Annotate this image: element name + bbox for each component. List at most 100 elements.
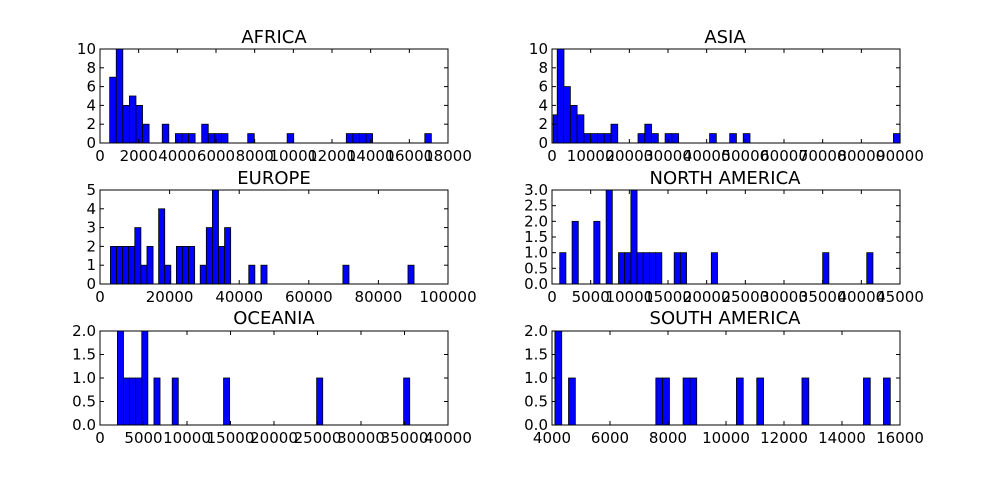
histogram-bar: [181, 133, 189, 144]
x-tick-label: 80000: [837, 147, 885, 165]
y-tick-label: 0.0: [524, 416, 548, 434]
x-tick-label: 0: [95, 147, 105, 165]
histogram-bar: [260, 264, 268, 285]
histogram-bar: [822, 252, 830, 285]
histogram-bar: [424, 133, 432, 144]
histogram-bar: [689, 377, 698, 426]
histogram-bar: [153, 377, 161, 426]
histogram-bar: [729, 133, 737, 144]
histogram-bar: [583, 133, 592, 144]
histogram-bar: [801, 377, 810, 426]
y-tick-label: 1.0: [524, 369, 548, 387]
subplot-oceania: OCEANIA 0 5000 100001500020000250003000035…: [72, 308, 472, 447]
y-tick-label: 1.5: [524, 346, 548, 364]
x-tick-label: 30000: [337, 429, 385, 447]
axes-frame: [99, 189, 449, 285]
x-tick-label: 14000: [818, 429, 866, 447]
y-tick-label: 1: [86, 256, 96, 274]
x-tick-label: 90000: [876, 147, 924, 165]
histogram-bar: [117, 330, 124, 426]
y-tick-label: 0.5: [524, 393, 548, 411]
histogram-bar: [624, 252, 632, 285]
x-tick-label: 40000: [215, 288, 263, 306]
y-tick-label: 0.0: [524, 275, 548, 293]
histogram-bar: [671, 133, 680, 144]
histogram-bar: [122, 105, 130, 144]
x-tick-label: 20000: [683, 288, 731, 306]
y-tick-label: 0.0: [72, 416, 96, 434]
histogram-bar: [673, 252, 681, 285]
x-tick-label: 40000: [683, 147, 731, 165]
y-tick-label: 4: [538, 96, 548, 114]
histogram-bar: [342, 264, 350, 285]
histogram-bar: [756, 377, 764, 426]
histogram-bar: [199, 264, 207, 285]
histogram-bar: [140, 264, 148, 285]
histogram-bar: [110, 245, 117, 285]
subplot-title: SOUTH AMERICA: [650, 308, 802, 329]
y-tick-label: 1.0: [524, 244, 548, 262]
histogram-bar: [893, 133, 901, 144]
subplot-title: NORTH AMERICA: [650, 168, 802, 189]
histogram-bar: [182, 245, 189, 285]
x-tick-label: 30000: [644, 147, 692, 165]
histogram-bar: [710, 252, 718, 285]
subplot-title: AFRICA: [241, 27, 307, 48]
histogram-bar: [171, 377, 179, 426]
histogram-bar: [201, 123, 209, 144]
x-tick-label: 20000: [250, 429, 298, 447]
x-tick-label: 12000: [760, 429, 808, 447]
histogram-bar: [642, 252, 650, 285]
histogram-bar: [736, 377, 744, 426]
x-tick-label: 6000: [197, 147, 235, 165]
y-tick-label: 2.5: [524, 197, 548, 215]
x-tick-label: 35000: [381, 429, 429, 447]
y-tick-label: 0: [86, 275, 96, 293]
subplot-title: OCEANIA: [233, 308, 315, 329]
histogram-bar: [365, 133, 373, 144]
histogram-bar: [576, 114, 585, 144]
x-tick-label: 30000: [760, 288, 808, 306]
histogram-bar: [605, 189, 613, 285]
x-tick-label: 5000: [572, 288, 610, 306]
y-tick-label: 4: [86, 200, 96, 218]
y-tick-label: 2: [86, 115, 96, 133]
histogram-bar: [175, 245, 183, 285]
x-tick-label: 18000: [424, 147, 472, 165]
histogram-bar: [134, 227, 142, 285]
histogram-bar: [637, 133, 646, 144]
histogram-bar: [559, 252, 567, 285]
x-tick-label: 12000: [308, 147, 356, 165]
x-tick-label: 4000: [533, 429, 571, 447]
histogram-bar: [316, 377, 324, 426]
y-tick-label: 0: [538, 134, 548, 152]
x-tick-label: 2000: [120, 147, 158, 165]
subplot-title: EUROPE: [237, 168, 310, 189]
histogram-bar: [345, 133, 354, 144]
x-tick-label: 25000: [294, 429, 342, 447]
histogram-bar: [655, 377, 664, 426]
x-tick-label: 0: [95, 288, 105, 306]
x-tick-label: 40000: [837, 288, 885, 306]
histogram-bar: [174, 133, 183, 144]
axes-frame: [99, 330, 449, 426]
axes-frame: [551, 330, 901, 426]
y-tick-label: 3.0: [524, 181, 548, 199]
histogram-bar: [556, 48, 565, 144]
histogram-bar: [135, 377, 143, 426]
histogram-bar: [247, 133, 255, 144]
x-tick-label: 8000: [236, 147, 274, 165]
histogram-bar: [568, 377, 576, 426]
histogram-bar: [597, 133, 605, 144]
histogram-bar: [128, 95, 137, 144]
x-tick-label: 20000: [146, 288, 194, 306]
histogram-bar: [109, 76, 117, 144]
x-tick-label: 70000: [799, 147, 847, 165]
subplot-asia: ASIA 0 1000020000300004000050000600007000…: [529, 27, 924, 165]
x-tick-label: 8000: [649, 429, 687, 447]
histogram-bar: [569, 105, 578, 144]
histogram-bar: [866, 252, 874, 285]
histogram-bar: [116, 245, 124, 285]
